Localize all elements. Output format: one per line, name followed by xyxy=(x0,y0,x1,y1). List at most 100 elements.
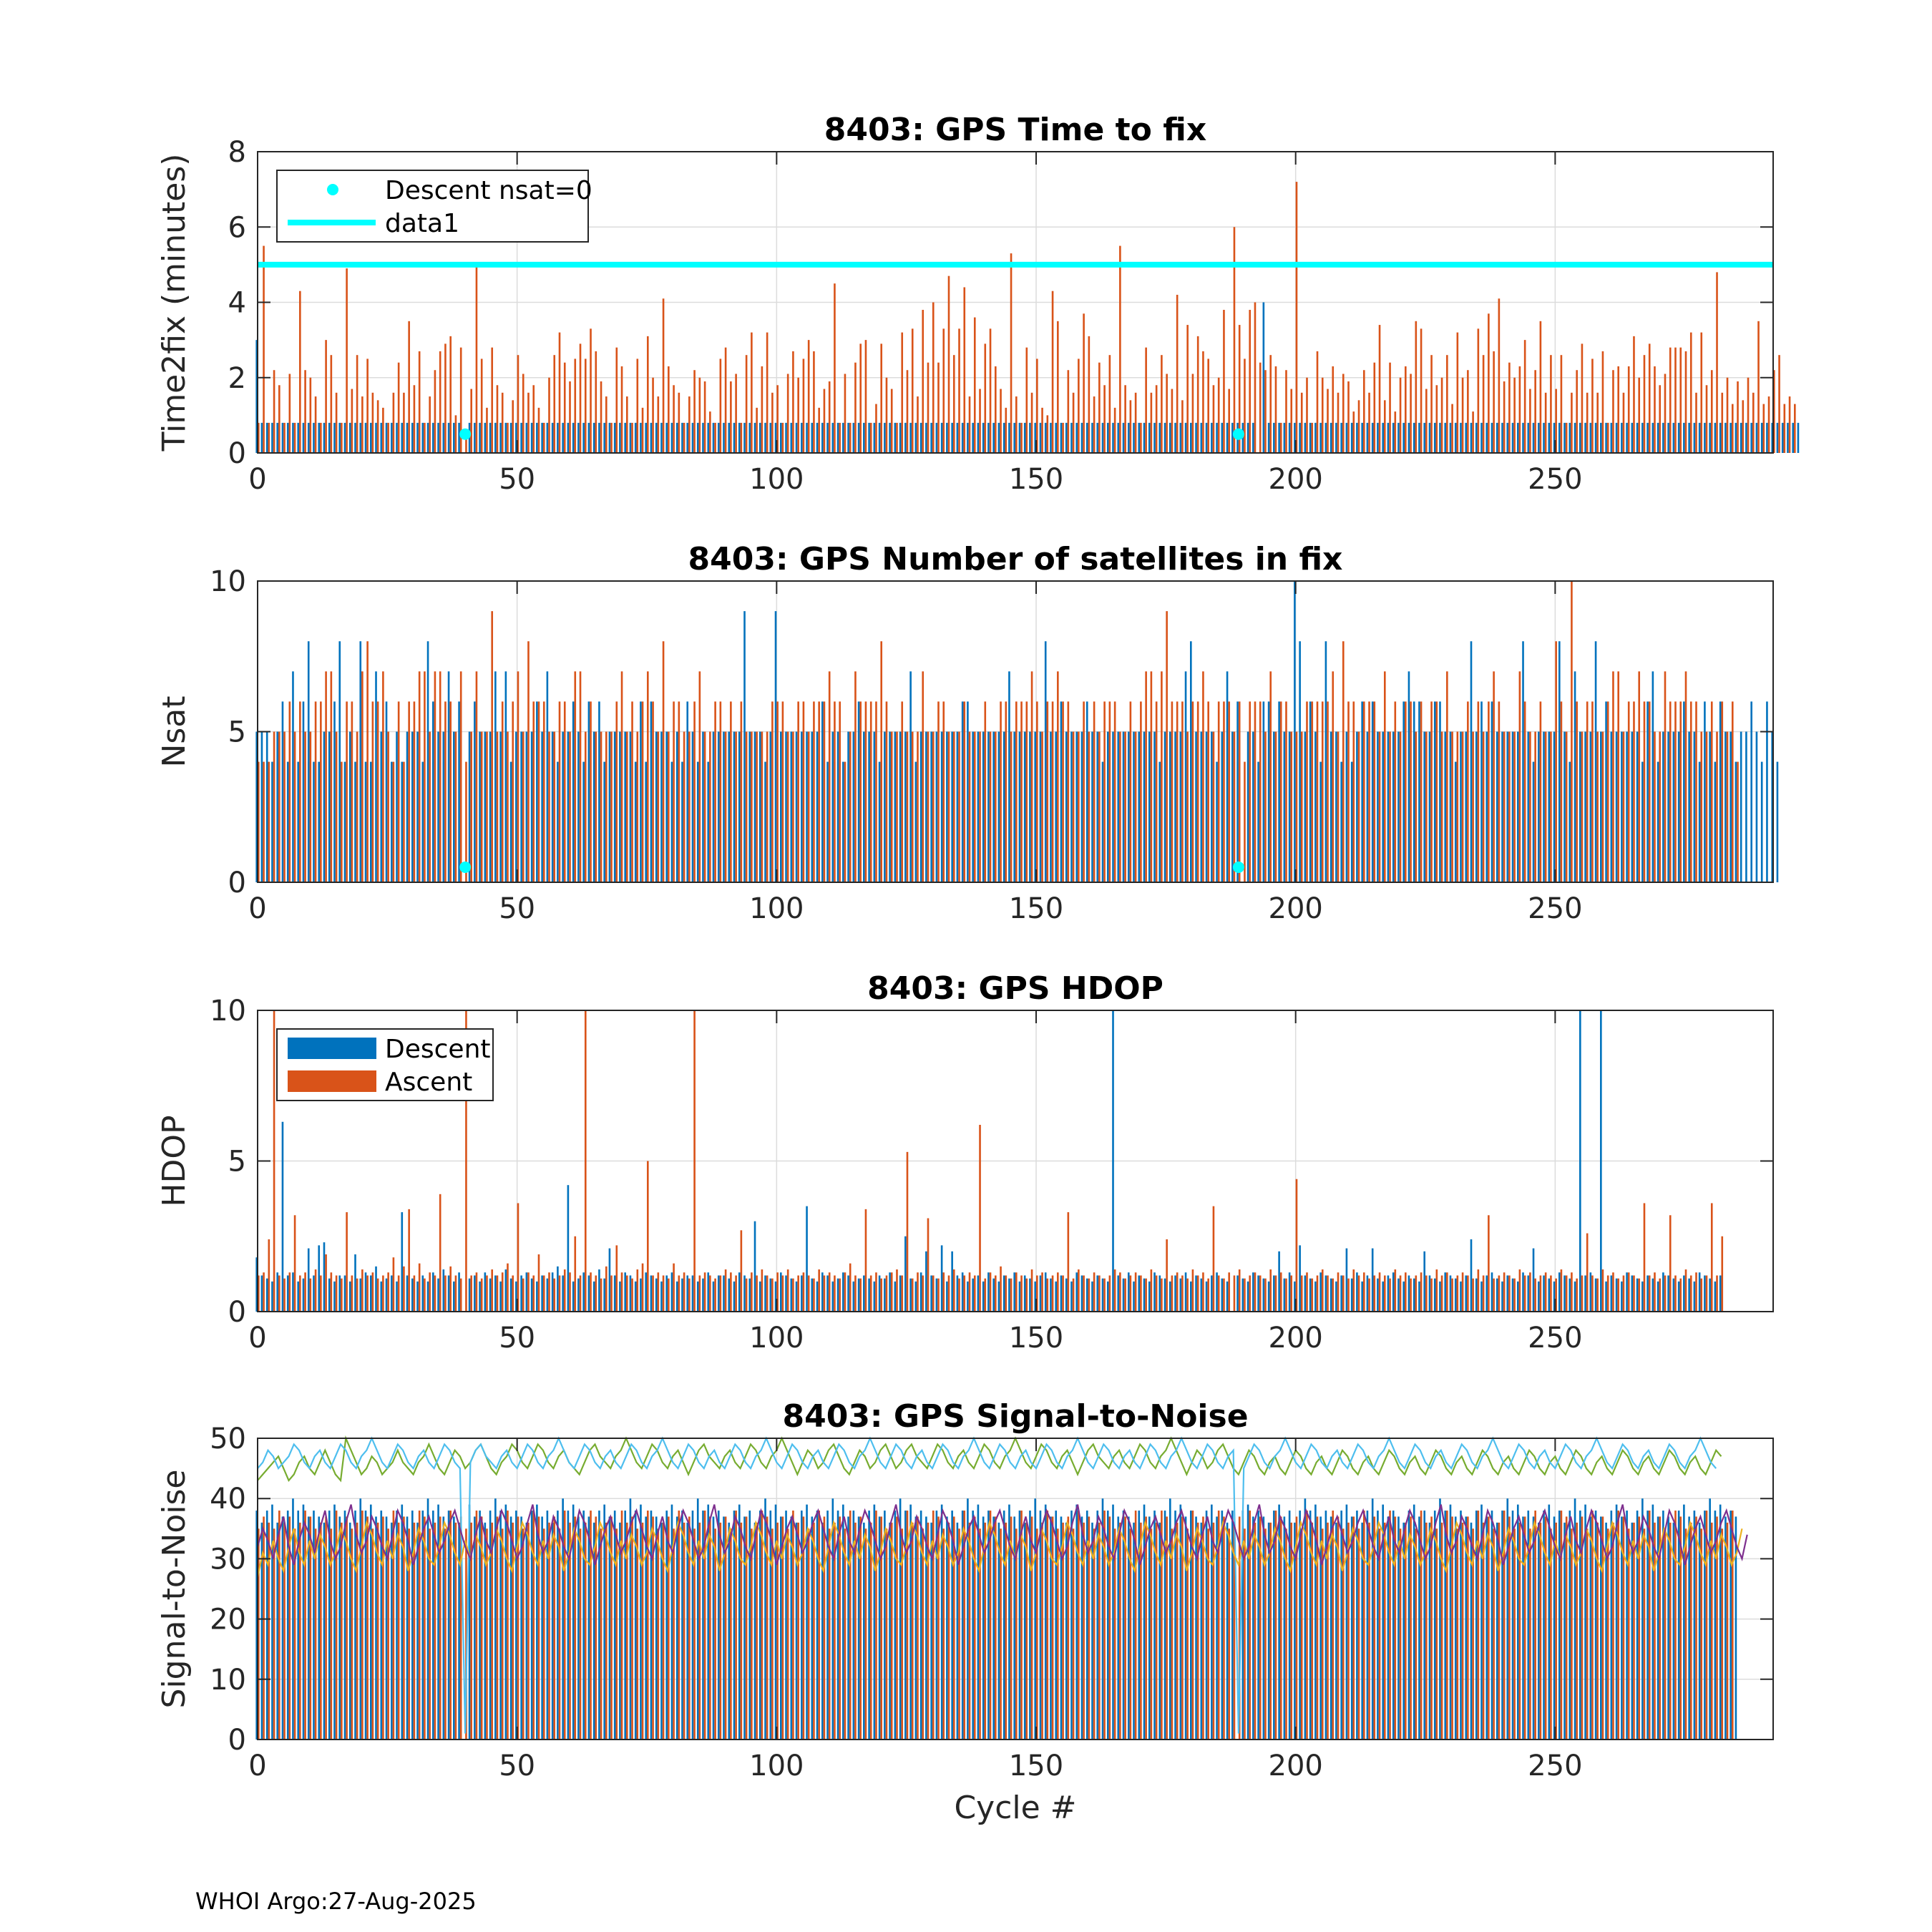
bar-ascent xyxy=(600,381,602,453)
bar-descent xyxy=(1309,422,1312,453)
x-tick-label: 250 xyxy=(1528,1750,1582,1782)
bar-ascent xyxy=(1415,731,1418,882)
bar-descent xyxy=(1345,731,1348,882)
bar-ascent xyxy=(1565,731,1568,882)
bar-ascent xyxy=(932,302,935,453)
bar-ascent xyxy=(1228,701,1231,882)
bar-ascent xyxy=(1513,1278,1516,1312)
bar-ascent xyxy=(278,385,280,453)
bar-descent xyxy=(520,1516,522,1740)
bar-ascent xyxy=(1259,1275,1262,1312)
bar-ascent xyxy=(1544,392,1547,453)
bar-descent xyxy=(1195,1275,1197,1312)
bar-ascent xyxy=(906,1511,909,1740)
bar-ascent xyxy=(1290,731,1293,882)
bar-ascent xyxy=(834,701,836,882)
bar-ascent xyxy=(1212,385,1215,453)
bar-ascent xyxy=(610,731,613,882)
bar-ascent xyxy=(1088,1516,1091,1740)
bar-descent xyxy=(1543,1275,1545,1312)
bar-descent xyxy=(863,422,865,453)
bar-ascent xyxy=(1041,1272,1043,1312)
bar-ascent xyxy=(1145,671,1147,882)
bar-ascent xyxy=(1606,422,1609,453)
bar-ascent xyxy=(952,731,955,882)
bar-descent xyxy=(562,422,564,453)
bar-descent xyxy=(1423,1511,1426,1740)
bar-descent xyxy=(359,422,362,453)
bar-descent xyxy=(1688,1516,1690,1740)
bar-ascent xyxy=(569,731,571,882)
bar-ascent xyxy=(1311,701,1314,882)
bar-descent xyxy=(1075,422,1078,453)
bar-descent xyxy=(1704,1275,1706,1312)
bar-ascent xyxy=(771,701,774,882)
bar-descent xyxy=(546,1278,549,1312)
bar-descent xyxy=(909,671,912,882)
bar-ascent xyxy=(885,1275,888,1312)
bar-ascent xyxy=(1113,701,1116,882)
bar-ascent xyxy=(595,731,597,882)
bar-ascent xyxy=(1601,1516,1604,1740)
bar-ascent xyxy=(797,377,799,453)
bar-descent xyxy=(1605,701,1607,882)
bar-descent xyxy=(1163,731,1166,882)
bar-descent xyxy=(468,1504,471,1740)
bar-descent xyxy=(504,422,507,453)
bar-ascent xyxy=(1321,1528,1324,1740)
bar-descent xyxy=(1402,1281,1405,1312)
bar-descent xyxy=(1091,422,1093,453)
bar-descent xyxy=(1574,671,1576,882)
bar-descent xyxy=(1169,422,1171,453)
bar-ascent xyxy=(1643,701,1646,882)
bar-ascent xyxy=(869,422,872,453)
bar-descent xyxy=(1055,1281,1058,1312)
bar-ascent xyxy=(413,385,416,453)
bar-descent xyxy=(1693,1281,1696,1312)
bar-descent xyxy=(670,1272,673,1312)
bar-ascent xyxy=(293,731,296,882)
bar-ascent xyxy=(1005,701,1008,882)
bar-descent xyxy=(1491,1511,1493,1740)
bar-ascent xyxy=(1451,404,1453,453)
bar-descent xyxy=(297,1511,300,1740)
bar-descent xyxy=(1548,1504,1551,1740)
bar-descent xyxy=(1324,1511,1327,1740)
bar-descent xyxy=(1683,1504,1685,1740)
bar-ascent xyxy=(1405,366,1407,453)
bar-ascent xyxy=(434,1275,436,1312)
bar-ascent xyxy=(496,1275,499,1312)
bar-descent xyxy=(582,1272,585,1312)
bar-descent xyxy=(1236,701,1239,882)
bar-ascent xyxy=(1596,731,1599,882)
bar-ascent xyxy=(361,1269,364,1312)
bar-ascent xyxy=(397,362,400,453)
bar-descent xyxy=(1075,1504,1078,1740)
bar-descent xyxy=(816,422,819,453)
bar-descent xyxy=(515,422,517,453)
bar-descent xyxy=(1184,422,1187,453)
bar-ascent xyxy=(1716,731,1718,882)
bar-descent xyxy=(925,422,927,453)
bar-ascent xyxy=(802,358,805,453)
bar-ascent xyxy=(1410,1278,1412,1312)
bar-ascent xyxy=(1716,1516,1718,1740)
bar-descent xyxy=(1065,1522,1068,1740)
bar-ascent xyxy=(890,1522,893,1740)
bar-ascent xyxy=(1352,411,1355,453)
bar-ascent xyxy=(631,701,633,882)
bar-descent xyxy=(1340,422,1342,453)
bar-descent xyxy=(889,731,891,882)
bar-ascent xyxy=(1405,1272,1407,1312)
bar-descent xyxy=(1283,731,1286,882)
bar-descent xyxy=(396,422,398,453)
bar-descent xyxy=(795,1281,798,1312)
bar-ascent xyxy=(1669,347,1672,453)
bar-descent xyxy=(1226,1522,1229,1740)
bar-descent xyxy=(738,422,741,453)
bar-descent xyxy=(1558,641,1561,882)
bar-ascent xyxy=(563,1269,566,1312)
bar-descent xyxy=(899,1498,902,1740)
bar-descent xyxy=(1465,422,1468,453)
bar-descent xyxy=(1428,731,1431,882)
